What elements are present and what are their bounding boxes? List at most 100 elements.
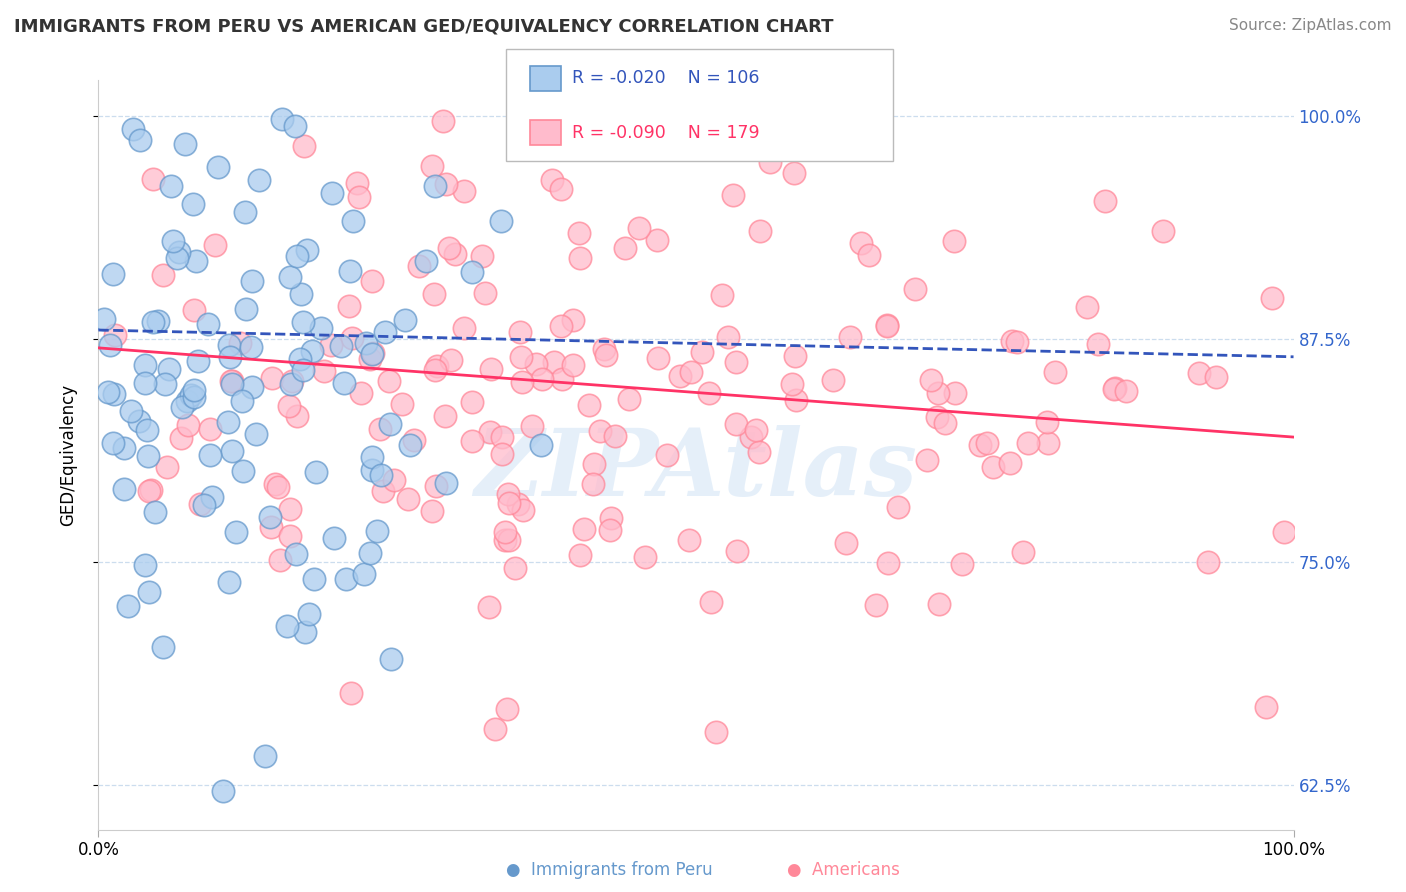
Point <box>550 182 572 196</box>
Point <box>541 115 564 129</box>
Point <box>838 330 860 344</box>
Point <box>434 409 457 424</box>
Point <box>167 244 190 259</box>
Point <box>177 417 200 432</box>
Point <box>346 176 368 190</box>
Point <box>319 338 342 352</box>
Point <box>384 473 406 487</box>
Point <box>221 444 243 458</box>
Point <box>181 196 204 211</box>
Point <box>378 375 401 389</box>
Point <box>717 330 740 344</box>
Point <box>1012 545 1035 559</box>
Point <box>700 595 723 609</box>
Point <box>550 318 572 333</box>
Point <box>218 338 240 352</box>
Point <box>173 136 195 151</box>
Point <box>569 252 592 266</box>
Point <box>583 457 606 471</box>
Point <box>706 725 728 739</box>
Point <box>460 434 482 449</box>
Point <box>360 347 382 361</box>
Point <box>162 234 184 248</box>
Point <box>599 510 621 524</box>
Point <box>1005 335 1028 350</box>
Point <box>432 113 454 128</box>
Point <box>176 393 198 408</box>
Point <box>484 722 506 736</box>
Point <box>614 240 637 254</box>
Point <box>112 442 135 456</box>
Point <box>157 362 180 376</box>
Point <box>193 498 215 512</box>
Point <box>589 425 612 439</box>
Point <box>139 483 162 497</box>
Point <box>342 214 364 228</box>
Point <box>349 190 371 204</box>
Point <box>740 430 762 444</box>
Point <box>699 386 721 401</box>
Point <box>259 510 281 524</box>
Point <box>148 314 170 328</box>
Point <box>1076 300 1098 314</box>
Point <box>292 138 315 153</box>
Point <box>339 264 361 278</box>
Point <box>425 479 447 493</box>
Point <box>749 224 772 238</box>
Point <box>679 365 702 379</box>
Point <box>647 351 669 366</box>
Point <box>1102 382 1125 396</box>
Point <box>512 503 534 517</box>
Point <box>135 423 157 437</box>
Point <box>725 544 748 558</box>
Point <box>494 533 516 547</box>
Point <box>197 317 219 331</box>
Point <box>335 572 357 586</box>
Point <box>396 492 419 507</box>
Point <box>904 283 927 297</box>
Point <box>634 550 657 565</box>
Point <box>198 448 221 462</box>
Point <box>821 373 844 387</box>
Point <box>93 311 115 326</box>
Point <box>278 529 301 543</box>
Point <box>569 549 592 563</box>
Point <box>557 121 579 136</box>
Point <box>444 246 467 260</box>
Point <box>647 233 669 247</box>
Point <box>474 285 496 300</box>
Point <box>783 166 806 180</box>
Point <box>309 321 332 335</box>
Point <box>211 784 233 798</box>
Point <box>240 274 263 288</box>
Point <box>512 376 534 390</box>
Point <box>969 437 991 451</box>
Point <box>184 254 207 268</box>
Point <box>745 423 768 437</box>
Point <box>876 318 898 333</box>
Point <box>603 429 626 443</box>
Point <box>408 259 430 273</box>
Point <box>232 464 254 478</box>
Point <box>138 585 160 599</box>
Point <box>221 374 243 388</box>
Point <box>877 557 900 571</box>
Point <box>1104 381 1126 395</box>
Point <box>134 558 156 572</box>
Point <box>366 524 388 538</box>
Point <box>593 342 616 356</box>
Point <box>1087 337 1109 351</box>
Point <box>280 377 302 392</box>
Point <box>152 640 174 654</box>
Point <box>478 600 501 615</box>
Point <box>374 325 396 339</box>
Point <box>240 380 263 394</box>
Point <box>927 386 949 401</box>
Point <box>1115 384 1137 398</box>
Point <box>322 532 344 546</box>
Point <box>138 484 160 499</box>
Point <box>305 465 328 479</box>
Point <box>134 376 156 390</box>
Point <box>491 430 513 444</box>
Point <box>235 301 257 316</box>
